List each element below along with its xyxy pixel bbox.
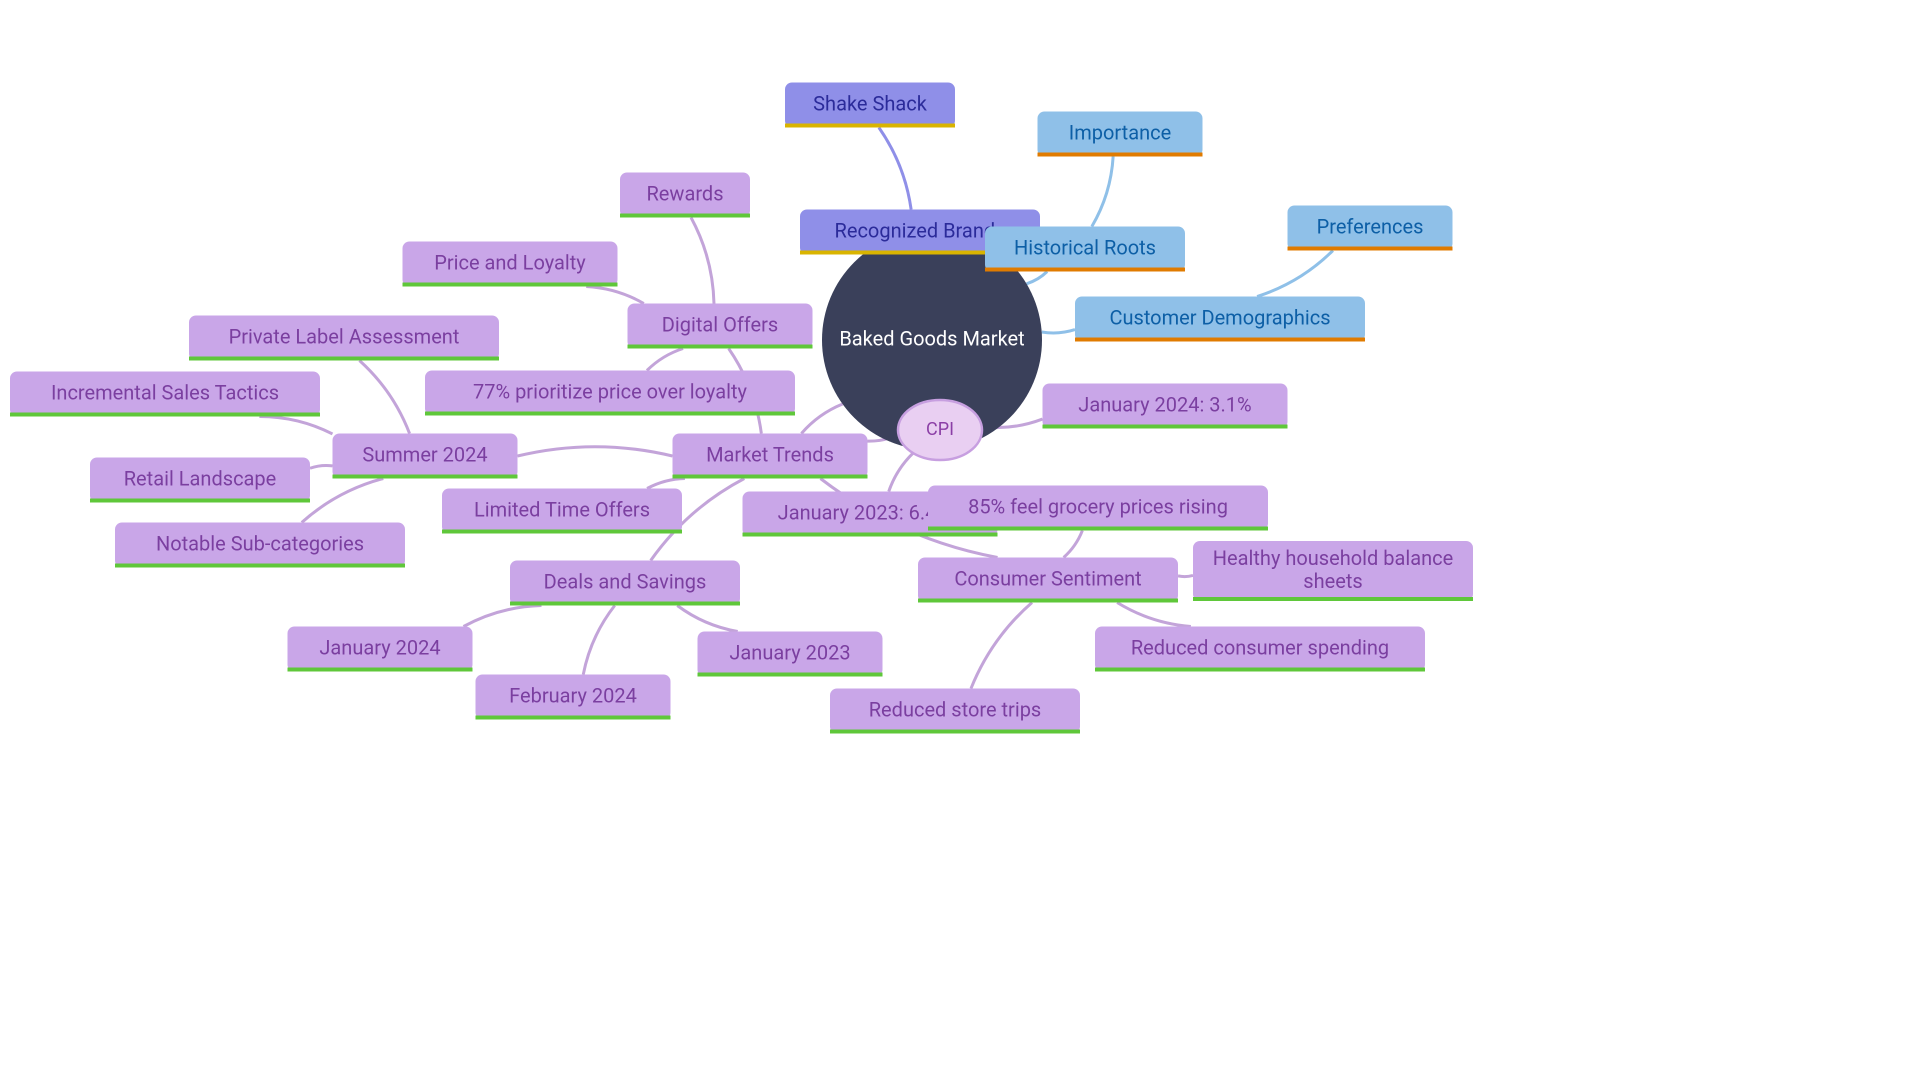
edge: [691, 218, 714, 304]
node-digital_offers[interactable]: Digital Offers: [628, 304, 813, 349]
node-price_loyalty[interactable]: Price and Loyalty: [403, 242, 618, 287]
node-jan24_31[interactable]: January 2024: 3.1%: [1043, 384, 1288, 429]
edge: [302, 479, 384, 523]
edge: [889, 453, 913, 491]
node-consumer_sent[interactable]: Consumer Sentiment: [918, 558, 1178, 603]
node-incremental[interactable]: Incremental Sales Tactics: [10, 372, 320, 417]
node-label: Incremental Sales Tactics: [51, 380, 279, 404]
edge: [801, 404, 842, 433]
edge: [1178, 575, 1193, 576]
node-label: Digital Offers: [662, 312, 778, 336]
node-label: 85% feel grocery prices rising: [968, 494, 1228, 518]
edge: [583, 606, 614, 675]
node-p77[interactable]: 77% prioritize price over loyalty: [425, 371, 795, 416]
node-jan23[interactable]: January 2023: [698, 632, 883, 677]
edge: [1027, 272, 1048, 284]
node-label: Healthy household balance: [1213, 546, 1453, 570]
node-reduced_spend[interactable]: Reduced consumer spending: [1095, 627, 1425, 672]
edge: [359, 361, 409, 434]
node-healthy[interactable]: Healthy household balancesheets: [1193, 541, 1473, 601]
node-shake_shack[interactable]: Shake Shack: [785, 83, 955, 128]
node-label: February 2024: [509, 683, 637, 707]
edge: [647, 479, 685, 489]
edge: [464, 606, 542, 627]
node-reduced_trips[interactable]: Reduced store trips: [830, 689, 1080, 734]
cpi-node-label: CPI: [926, 419, 954, 440]
node-label: Historical Roots: [1014, 235, 1156, 259]
node-label: Price and Loyalty: [434, 250, 586, 274]
edge: [647, 349, 683, 371]
node-label: Private Label Assessment: [229, 324, 460, 348]
node-label: Summer 2024: [362, 442, 487, 466]
edge: [1064, 531, 1083, 558]
edge: [1092, 157, 1113, 227]
edge: [310, 465, 333, 468]
edge: [518, 447, 673, 456]
node-feb24[interactable]: February 2024: [476, 675, 671, 720]
node-label: Shake Shack: [813, 91, 928, 115]
node-label: Importance: [1069, 120, 1171, 144]
node-label: Retail Landscape: [124, 466, 277, 490]
edge: [1257, 251, 1333, 297]
node-label: Market Trends: [706, 442, 834, 466]
node-label: Customer Demographics: [1109, 305, 1330, 329]
node-preferences[interactable]: Preferences: [1288, 206, 1453, 251]
node-deals[interactable]: Deals and Savings: [510, 561, 740, 606]
edge: [1042, 330, 1075, 333]
node-label: Recognized Brands: [835, 218, 1006, 242]
node-label: January 2024: [319, 635, 440, 659]
node-label: Rewards: [646, 181, 723, 205]
node-summer[interactable]: Summer 2024: [333, 434, 518, 479]
node-label: Consumer Sentiment: [954, 566, 1141, 590]
node-limited[interactable]: Limited Time Offers: [442, 489, 682, 534]
node-label: Reduced store trips: [869, 697, 1042, 721]
node-notable[interactable]: Notable Sub-categories: [115, 523, 405, 568]
edge: [971, 603, 1032, 689]
edge: [1117, 603, 1191, 627]
edge: [677, 606, 737, 632]
node-label: 77% prioritize price over loyalty: [473, 379, 748, 403]
node-importance[interactable]: Importance: [1038, 112, 1203, 157]
node-p85[interactable]: 85% feel grocery prices rising: [928, 486, 1268, 531]
node-label: Deals and Savings: [544, 569, 707, 593]
node-label: sheets: [1303, 569, 1362, 593]
node-label: Preferences: [1317, 214, 1424, 238]
edge: [259, 416, 332, 433]
mindmap-canvas: Baked Goods Market CPI Shake Shack Recogniz…: [0, 0, 1920, 1080]
node-label: Reduced consumer spending: [1131, 635, 1389, 659]
node-historical_roots[interactable]: Historical Roots: [985, 227, 1185, 272]
node-label: January 2023: [729, 640, 850, 664]
node-rewards[interactable]: Rewards: [620, 173, 750, 218]
node-label: January 2024: 3.1%: [1078, 392, 1251, 416]
node-customer_demo[interactable]: Customer Demographics: [1075, 297, 1365, 342]
node-jan24[interactable]: January 2024: [288, 627, 473, 672]
node-label: Limited Time Offers: [474, 497, 650, 521]
node-retail[interactable]: Retail Landscape: [90, 458, 310, 503]
node-market_trends[interactable]: Market Trends: [673, 434, 868, 479]
edge: [586, 287, 644, 304]
center-node-label: Baked Goods Market: [839, 326, 1024, 350]
edge: [879, 128, 911, 210]
node-label: Notable Sub-categories: [156, 531, 364, 555]
node-private_label[interactable]: Private Label Assessment: [189, 316, 499, 361]
